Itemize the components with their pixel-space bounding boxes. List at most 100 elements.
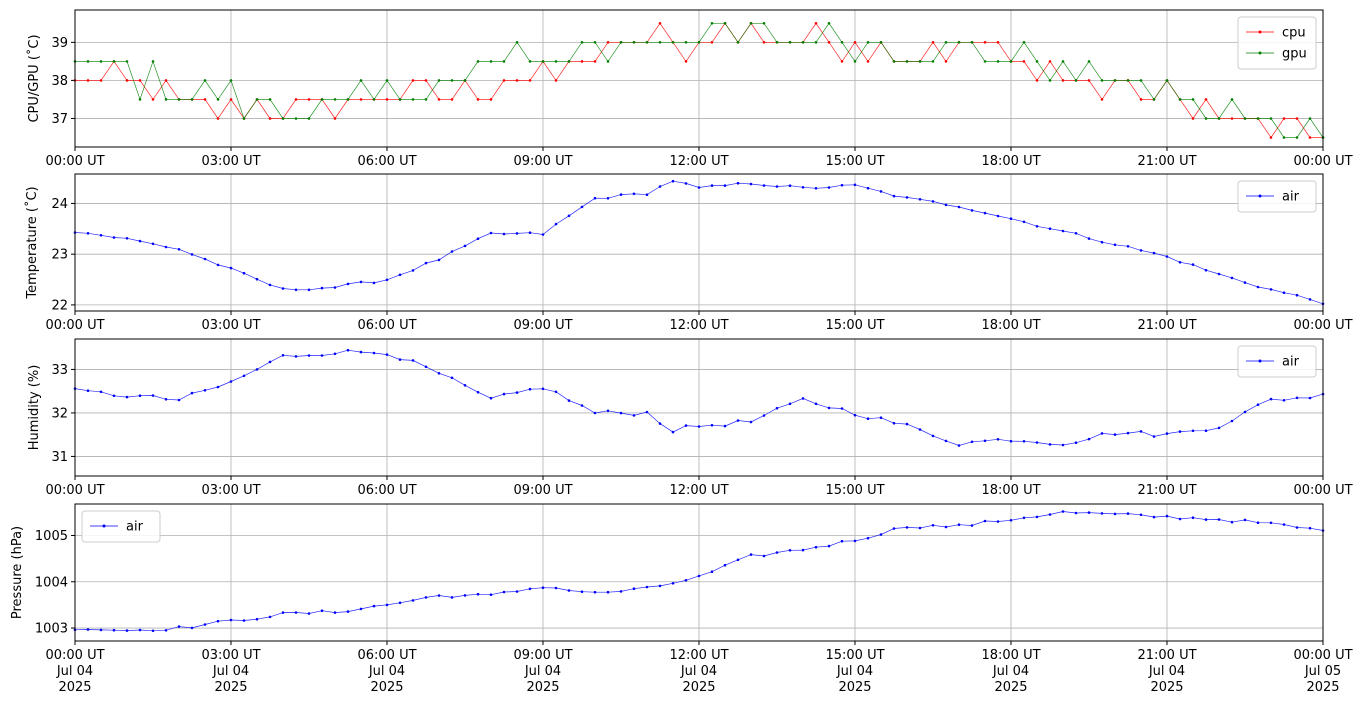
data-point-air [346, 610, 350, 613]
data-point-gpu [671, 41, 675, 44]
data-point-air [1178, 430, 1182, 433]
data-point-air [294, 288, 298, 292]
data-point-air [970, 209, 974, 212]
legend-marker-cpu [1258, 30, 1262, 34]
data-point-gpu [1217, 117, 1221, 120]
data-point-air [372, 604, 376, 608]
data-point-air [164, 398, 168, 401]
data-point-air [866, 536, 870, 540]
data-point-gpu [138, 98, 142, 101]
data-point-air [892, 421, 896, 425]
data-point-gpu [411, 98, 415, 101]
data-point-cpu [450, 98, 454, 101]
data-point-air [853, 413, 857, 417]
data-point-gpu [216, 98, 220, 101]
data-point-air [1087, 437, 1091, 441]
data-point-gpu [515, 41, 519, 44]
data-point-air [515, 391, 519, 394]
data-point-gpu [463, 79, 467, 82]
data-point-air [1230, 419, 1234, 423]
data-point-air [1100, 240, 1104, 244]
data-point-air [1035, 225, 1039, 228]
data-point-gpu [944, 41, 948, 44]
data-point-gpu [606, 60, 610, 63]
data-point-gpu [645, 41, 649, 44]
data-point-gpu [1126, 79, 1130, 82]
data-point-air [489, 593, 493, 596]
data-point-air [1074, 232, 1078, 235]
data-point-air [1126, 431, 1130, 435]
y-tick-label: 1004 [35, 575, 68, 590]
data-point-air [1256, 285, 1260, 289]
data-point-air [177, 248, 181, 251]
data-point-air [775, 185, 779, 188]
data-point-air [905, 196, 909, 199]
data-point-air [1022, 220, 1026, 224]
data-point-air [1230, 520, 1234, 524]
data-point-air [515, 590, 519, 593]
x-tick-label: 00:00 UT [1293, 483, 1352, 498]
data-point-air [697, 425, 701, 428]
x-tick-label: 21:00 UT Jul 04 2025 [1137, 648, 1196, 695]
data-point-air [1217, 518, 1221, 521]
data-point-cpu [554, 79, 558, 82]
legend-box [81, 510, 161, 543]
data-point-air [1191, 429, 1195, 433]
data-point-air [86, 389, 90, 393]
data-point-gpu [996, 60, 1000, 63]
data-point-air [242, 374, 246, 378]
x-tick-label: 09:00 UT [513, 154, 572, 169]
data-point-air [164, 245, 168, 249]
data-point-gpu [801, 41, 805, 44]
data-point-air [1308, 396, 1312, 400]
panel-2: 00:00 UT 03:00 UT 06:00 UT 09:00 UT 12:00 UT… [24, 173, 1353, 333]
data-point-air [632, 587, 636, 590]
data-point-cpu [515, 79, 519, 82]
data-point-air [775, 406, 779, 410]
data-point-air [1217, 426, 1221, 430]
data-point-gpu [619, 41, 623, 44]
data-point-air [554, 222, 558, 226]
data-point-air [814, 545, 818, 549]
data-point-air [112, 394, 116, 398]
data-point-air [840, 407, 844, 410]
data-point-air [944, 203, 948, 207]
data-point-air [671, 582, 675, 585]
data-point-air [216, 263, 220, 267]
data-point-air [762, 554, 766, 558]
series-air [73, 179, 1325, 306]
data-point-air [450, 250, 454, 253]
x-tick-label: 00:00 UT [1293, 154, 1352, 169]
data-point-air [1061, 229, 1065, 233]
y-axis-label: Temperature (˚C) [24, 186, 40, 299]
x-tick-label: 00:00 UT [45, 154, 104, 169]
data-point-air [944, 439, 948, 443]
data-point-air [892, 527, 896, 530]
data-point-cpu [203, 98, 207, 101]
data-point-air [736, 558, 740, 562]
legend-label-air: air [126, 520, 144, 535]
data-point-air [489, 231, 493, 235]
data-point-air [333, 286, 337, 289]
data-point-gpu [1152, 98, 1156, 101]
data-point-gpu [294, 117, 298, 120]
data-point-gpu [125, 60, 129, 63]
x-tick-label: 18:00 UT Jul 04 2025 [981, 648, 1040, 695]
x-tick-label: 06:00 UT [357, 154, 416, 169]
data-point-gpu [229, 79, 233, 82]
data-point-air [489, 396, 493, 400]
data-point-air [125, 237, 129, 240]
y-tick-label: 24 [51, 197, 68, 212]
data-point-gpu [866, 41, 870, 44]
data-point-air [502, 590, 506, 594]
data-point-air [229, 266, 233, 270]
data-point-air [125, 629, 129, 632]
data-point-air [580, 404, 584, 407]
data-point-gpu [658, 41, 662, 44]
data-point-air [801, 397, 805, 400]
data-point-air [710, 423, 714, 427]
data-point-cpu [1048, 60, 1052, 63]
data-point-air [1204, 268, 1208, 272]
x-tick-label: 12:00 UT [669, 154, 728, 169]
x-tick-label: 03:00 UT [201, 318, 260, 333]
